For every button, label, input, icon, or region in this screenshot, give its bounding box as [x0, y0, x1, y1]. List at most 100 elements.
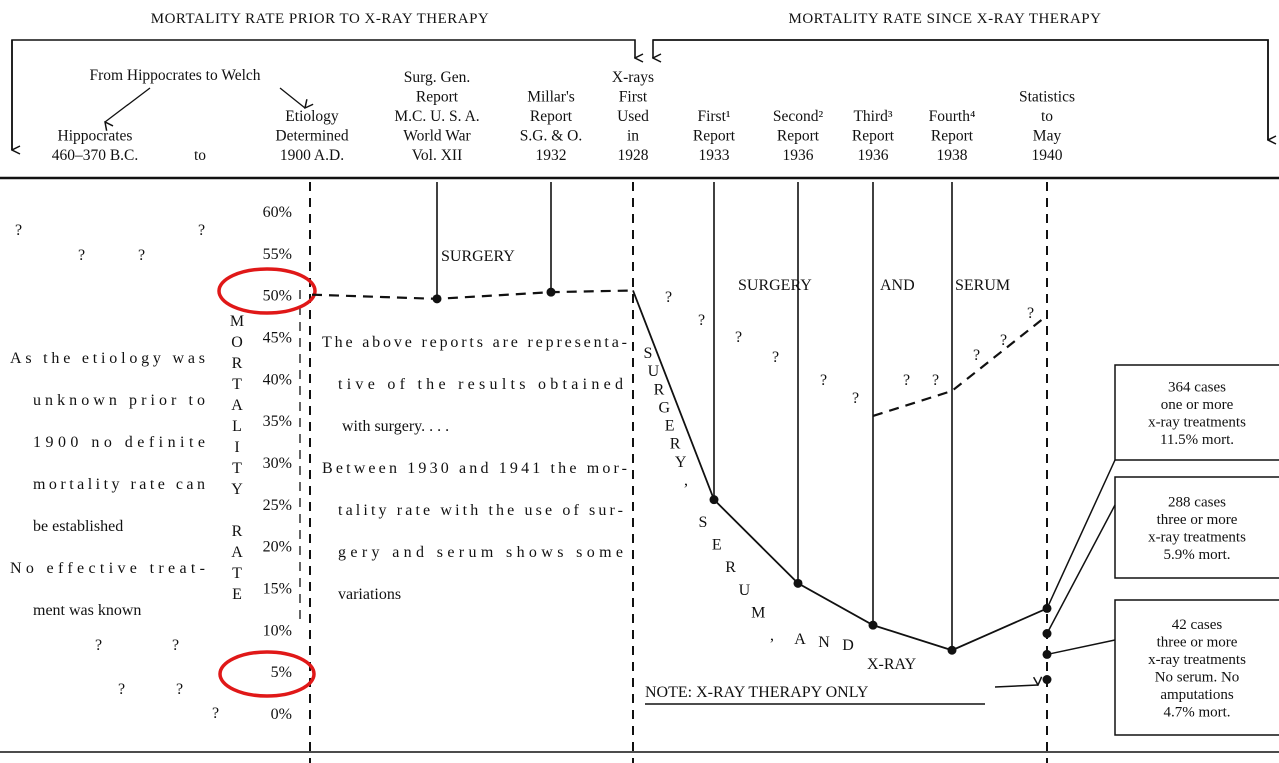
column-header: 1940	[1032, 147, 1063, 164]
column-header: World War	[403, 128, 471, 145]
data-point	[709, 495, 719, 505]
data-point	[432, 294, 442, 304]
note-arrows	[105, 87, 305, 122]
box-text: x-ray treatments	[1148, 414, 1246, 430]
arrow	[279, 87, 305, 108]
question-mark: ?	[95, 637, 102, 654]
question-mark: ?	[15, 222, 22, 239]
box-text: three or more	[1157, 512, 1238, 528]
question-mark: ?	[176, 681, 183, 698]
question-mark: ?	[852, 390, 859, 407]
question-mark: ?	[118, 681, 125, 698]
question-mark: ?	[665, 289, 672, 306]
annotation-text: tality rate with the use of sur-	[338, 502, 623, 519]
box-link	[1046, 504, 1116, 634]
y-tick-label: 45%	[263, 330, 292, 347]
y-tick-label: 25%	[263, 497, 292, 514]
box-text: 11.5% mort.	[1160, 432, 1234, 448]
box-text: 5.9% mort.	[1163, 547, 1230, 563]
data-point	[1042, 675, 1052, 685]
annotation-text: gery and serum shows some	[338, 544, 623, 561]
box-text: three or more	[1157, 634, 1238, 650]
data-point	[947, 645, 957, 655]
brackets	[12, 39, 1268, 150]
box-text: 364 cases	[1168, 379, 1226, 395]
column-header: Report	[777, 128, 820, 145]
note-arrow	[994, 685, 1038, 688]
question-mark: ?	[973, 347, 980, 364]
question-mark: ?	[78, 247, 85, 264]
y-tick-label: 50%	[263, 288, 292, 305]
y-tick-label: 55%	[263, 246, 292, 263]
question-mark: ?	[735, 329, 742, 346]
column-header: Report	[852, 128, 895, 145]
column-header: 1900 A.D.	[280, 147, 344, 164]
y-tick-label: 60%	[263, 204, 292, 221]
box-text: 42 cases	[1172, 617, 1223, 633]
column-header: Determined	[275, 128, 348, 145]
question-mark: ?	[198, 222, 205, 239]
highlight-circle	[218, 650, 316, 698]
annotation-text: Between 1930 and 1941 the mor-	[322, 460, 627, 477]
series-label: X-RAY	[867, 656, 917, 673]
column-header: 1928	[618, 147, 649, 164]
column-header: Third³	[853, 108, 892, 125]
question-mark: ?	[820, 372, 827, 389]
column-header: Millar's	[527, 89, 575, 106]
column-header: 1936	[858, 147, 889, 164]
annotation-text: be established	[33, 518, 123, 535]
column-header: in	[627, 128, 639, 145]
column-header: Surg. Gen.	[404, 69, 470, 86]
box-text: x-ray treatments	[1148, 529, 1246, 545]
y-tick-label: 20%	[263, 539, 292, 556]
column-header: Second²	[773, 108, 824, 125]
data-point	[868, 620, 878, 630]
info-box	[1114, 599, 1279, 736]
column-header: S.G. & O.	[520, 128, 582, 145]
question-mark: ?	[772, 349, 779, 366]
question-mark: ?	[212, 705, 219, 722]
box-text: 4.7% mort.	[1163, 704, 1230, 720]
box-text: No serum. No	[1155, 669, 1240, 685]
title-left: MORTALITY RATE PRIOR TO X-RAY THERAPY	[151, 11, 490, 27]
question-mark: ?	[172, 637, 179, 654]
series-label: AND	[880, 277, 915, 294]
annotation-text: tive of the results obtained	[338, 376, 623, 393]
column-header: Vol. XII	[412, 147, 463, 164]
column-header: May	[1033, 128, 1062, 145]
column-header: Etiology	[285, 108, 339, 125]
box-text: one or more	[1161, 397, 1234, 413]
column-header: 1936	[783, 147, 814, 164]
column-header: First	[619, 89, 648, 106]
question-mark: ?	[1000, 332, 1007, 349]
series-label: SURGERY	[441, 248, 515, 265]
column-header: Report	[530, 108, 573, 125]
series-line	[632, 290, 1048, 652]
y-tick-label: 40%	[263, 371, 292, 388]
column-header: to	[1041, 108, 1053, 125]
y-tick-label: 0%	[271, 706, 292, 723]
highlights	[217, 267, 317, 698]
column-header: 1932	[536, 147, 567, 164]
box-text: 288 cases	[1168, 494, 1226, 510]
column-header: First¹	[697, 108, 730, 125]
y-tick-label: 35%	[263, 413, 292, 430]
y-tick-label: 30%	[263, 455, 292, 472]
series-label: SURGERY	[738, 277, 812, 294]
bracket-right-arrow	[653, 39, 1268, 140]
column-header: Report	[693, 128, 736, 145]
box-text: x-ray treatments	[1148, 652, 1246, 668]
y-tick-label: 15%	[263, 581, 292, 598]
column-header: 1938	[937, 147, 968, 164]
column-header: Used	[617, 108, 649, 125]
info-box	[1114, 476, 1279, 579]
header-note: From Hippocrates to Welch	[89, 67, 260, 84]
box-text: amputations	[1160, 687, 1233, 703]
annotation-text: 1900 no definite	[33, 434, 205, 451]
column-header: Hippocrates	[58, 128, 133, 145]
arrow	[105, 87, 151, 122]
column-header: 460–370 B.C.	[52, 147, 139, 164]
column-header: M.C. U. S. A.	[394, 108, 479, 125]
